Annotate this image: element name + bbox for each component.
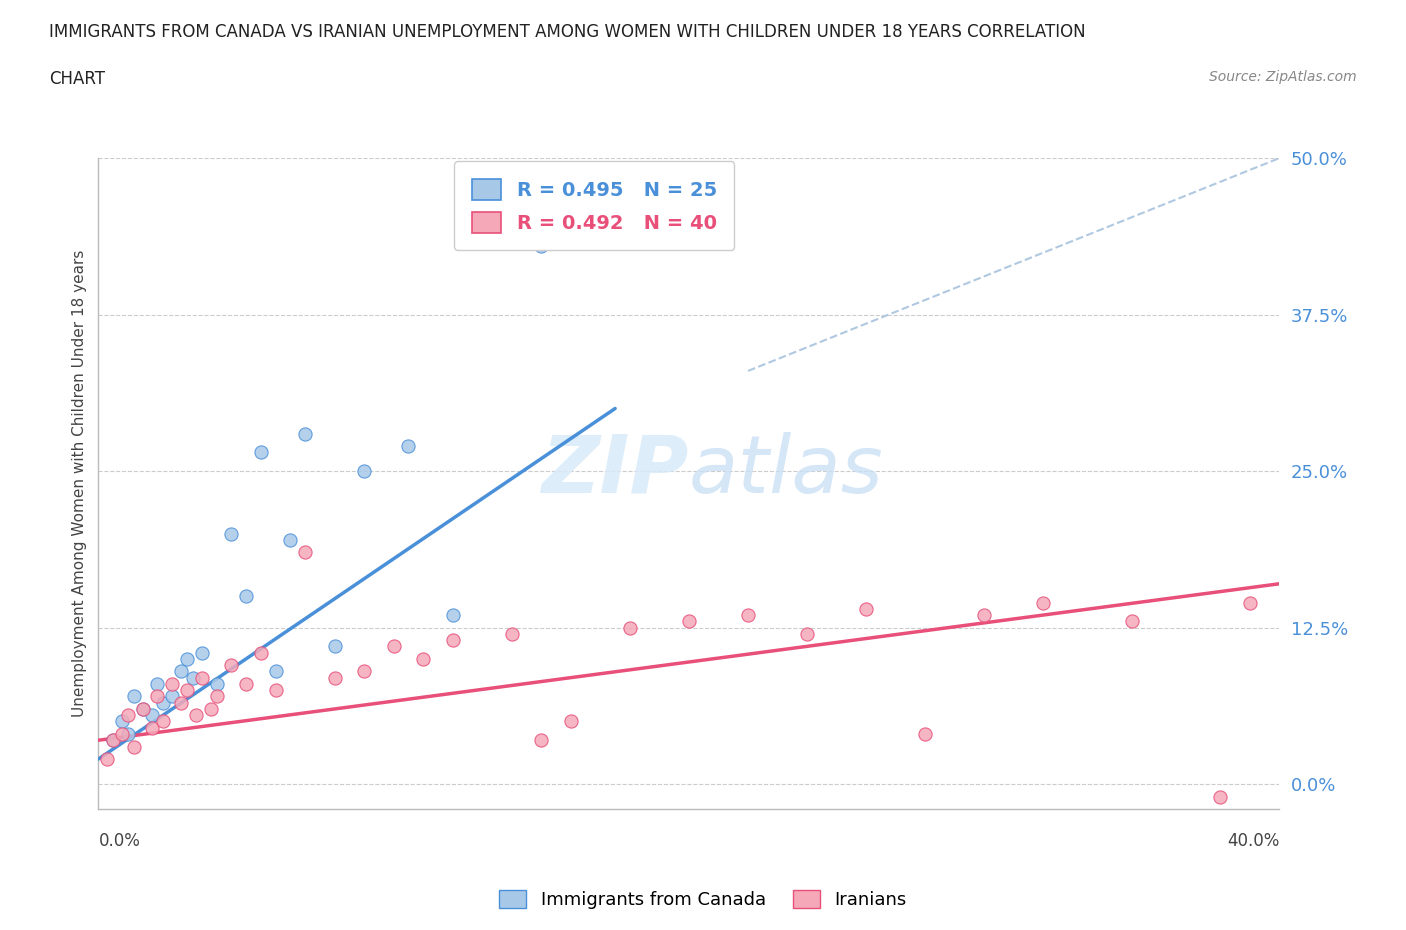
Legend: Immigrants from Canada, Iranians: Immigrants from Canada, Iranians [492, 883, 914, 916]
Point [412, 651, 434, 666]
Point [855, 602, 877, 617]
Point [96, 751, 118, 766]
Point [122, 739, 145, 754]
Point [146, 676, 169, 691]
Point [122, 689, 145, 704]
Point [278, 533, 302, 548]
Point [162, 676, 183, 691]
Point [264, 664, 287, 679]
Point [117, 708, 139, 723]
Point [117, 726, 139, 741]
Point [111, 714, 134, 729]
Point [323, 671, 346, 685]
Point [678, 614, 700, 629]
Point [560, 714, 582, 729]
Point [219, 526, 243, 541]
Point [205, 676, 228, 691]
Point [264, 683, 287, 698]
Point [1121, 614, 1143, 629]
Point [323, 639, 346, 654]
Point [353, 464, 375, 479]
Point [396, 439, 419, 454]
Point [191, 645, 214, 660]
Point [146, 689, 169, 704]
Point [152, 714, 174, 729]
Point [250, 445, 273, 459]
Point [235, 589, 257, 604]
Point [914, 726, 936, 741]
Text: 40.0%: 40.0% [1227, 832, 1279, 850]
Point [162, 689, 183, 704]
Point [1209, 790, 1232, 804]
Legend: R = 0.495   N = 25, R = 0.492   N = 40: R = 0.495 N = 25, R = 0.492 N = 40 [454, 161, 734, 250]
Point [737, 607, 759, 622]
Point [441, 607, 464, 622]
Point [441, 632, 464, 647]
Point [176, 651, 198, 666]
Text: ZIP: ZIP [541, 432, 689, 510]
Point [619, 620, 641, 635]
Point [103, 733, 125, 748]
Point [170, 664, 193, 679]
Point [530, 238, 553, 253]
Point [170, 696, 193, 711]
Point [141, 708, 163, 723]
Point [294, 545, 316, 560]
Point [250, 645, 273, 660]
Point [152, 696, 174, 711]
Point [205, 689, 228, 704]
Point [141, 720, 163, 735]
Point [353, 664, 375, 679]
Point [219, 658, 243, 672]
Y-axis label: Unemployment Among Women with Children Under 18 years: Unemployment Among Women with Children U… [72, 250, 87, 717]
Text: CHART: CHART [49, 70, 105, 87]
Point [294, 426, 316, 441]
Point [191, 671, 214, 685]
Point [501, 627, 523, 642]
Point [111, 726, 134, 741]
Point [132, 701, 155, 716]
Point [132, 701, 155, 716]
Point [103, 733, 125, 748]
Text: 0.0%: 0.0% [98, 832, 141, 850]
Point [382, 639, 405, 654]
Point [235, 676, 257, 691]
Point [973, 607, 995, 622]
Point [200, 701, 222, 716]
Text: IMMIGRANTS FROM CANADA VS IRANIAN UNEMPLOYMENT AMONG WOMEN WITH CHILDREN UNDER 1: IMMIGRANTS FROM CANADA VS IRANIAN UNEMPL… [49, 23, 1085, 41]
Point [176, 683, 198, 698]
Point [181, 671, 204, 685]
Text: atlas: atlas [689, 432, 884, 510]
Point [796, 627, 818, 642]
Point [184, 708, 207, 723]
Point [1032, 595, 1054, 610]
Point [530, 733, 553, 748]
Point [1239, 595, 1261, 610]
Text: Source: ZipAtlas.com: Source: ZipAtlas.com [1209, 70, 1357, 84]
